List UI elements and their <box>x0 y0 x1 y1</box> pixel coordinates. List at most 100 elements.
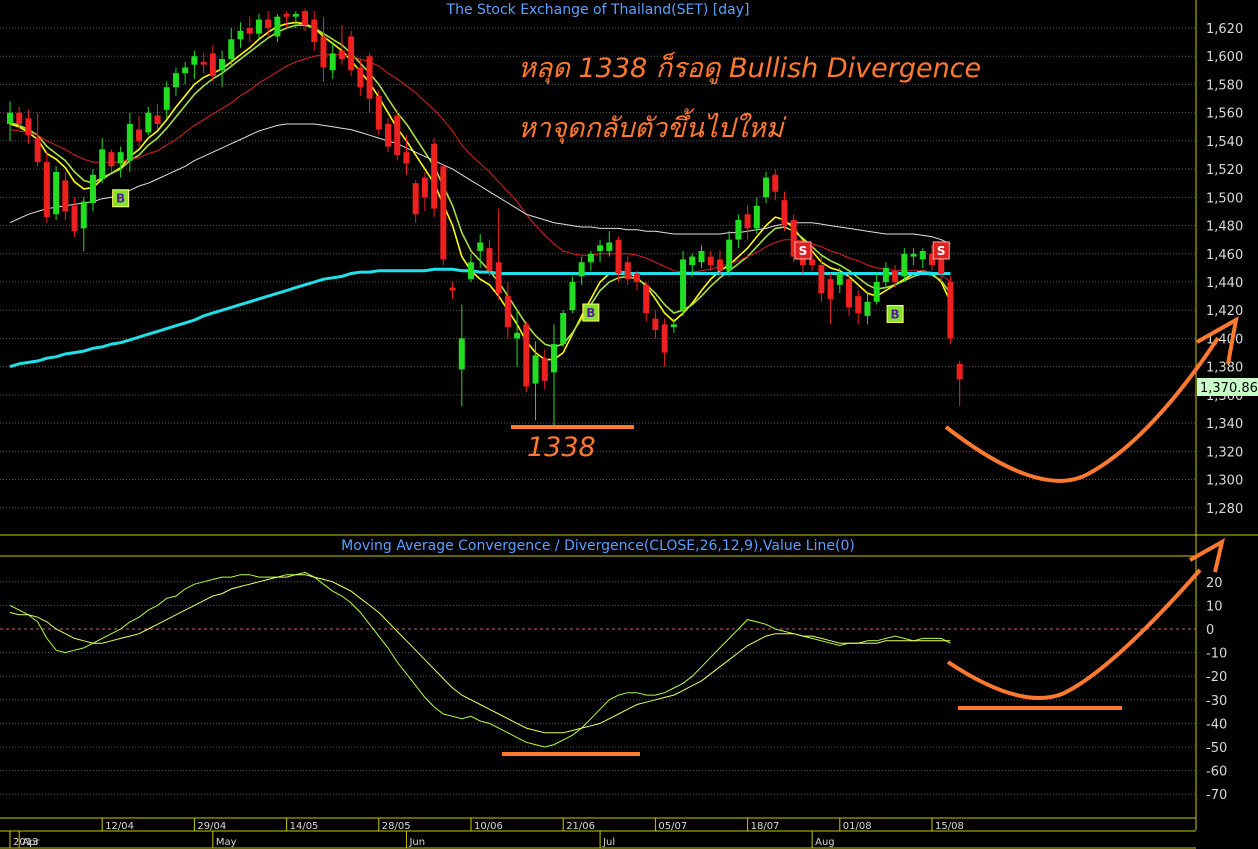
candle-body <box>827 279 834 299</box>
macd-tick-label: -60 <box>1206 765 1227 780</box>
price-tick-label: 1,320 <box>1206 445 1243 460</box>
candlesticks <box>7 8 963 426</box>
annotation-bullish-divergence: หลุด 1338 ก็รอดู Bullish Divergence <box>518 52 981 85</box>
month-label: Aug <box>815 837 835 848</box>
candle-body <box>209 53 216 76</box>
macd-grid <box>0 581 1196 795</box>
candle-body <box>375 95 382 130</box>
candle-body <box>781 200 788 226</box>
candle-body <box>246 28 253 34</box>
candle-body <box>283 13 290 17</box>
date-tick-label: 10/06 <box>474 821 503 832</box>
candle-body <box>919 250 926 260</box>
month-label: 2013 <box>13 837 38 848</box>
candle-body <box>145 112 152 133</box>
candle-body <box>357 67 364 88</box>
buy-signal-marker <box>112 189 130 208</box>
candle-body <box>633 273 640 282</box>
candle-body <box>16 112 23 124</box>
candle-body <box>182 67 189 74</box>
projected-price-curve <box>944 336 1220 483</box>
price-tick-label: 1,520 <box>1206 163 1243 178</box>
signal-label: B <box>891 307 900 321</box>
candle-body <box>698 250 705 263</box>
signal-label: S <box>937 244 946 258</box>
candle-body <box>237 30 244 40</box>
candle-body <box>25 118 32 136</box>
candle-body <box>163 87 170 110</box>
candle-body <box>154 115 161 124</box>
macd-tick-label: 20 <box>1206 576 1223 591</box>
candle-body <box>311 19 318 43</box>
candle-body <box>910 253 917 257</box>
signal-label: B <box>586 306 595 320</box>
candle-body <box>126 123 133 161</box>
candle-body <box>523 324 530 387</box>
price-tick-label: 1,600 <box>1206 50 1243 65</box>
candle-body <box>892 270 899 282</box>
macd-tick-label: -10 <box>1206 647 1227 662</box>
candle-body <box>615 239 622 274</box>
candle-body <box>108 152 115 167</box>
projected-macd-arrow <box>1189 538 1225 573</box>
date-tick-label: 18/07 <box>751 821 780 832</box>
candle-body <box>71 205 78 232</box>
candle-body <box>255 19 262 34</box>
candle-body <box>670 324 677 328</box>
candle-body <box>80 201 87 229</box>
date-tick-label: 15/08 <box>935 821 964 832</box>
price-tick-label: 1,300 <box>1206 474 1243 489</box>
candle-body <box>228 39 235 60</box>
candle-body <box>855 296 862 314</box>
price-tick-label: 1,500 <box>1206 191 1243 206</box>
candle-body <box>873 281 880 302</box>
candle-body <box>265 19 272 28</box>
macd-tick-label: -40 <box>1206 717 1227 732</box>
candle-body <box>680 259 687 311</box>
macd-chart-title: Moving Average Convergence / Divergence(… <box>341 538 855 554</box>
macd-axis-ticks: -70 -60 -50 -40 -30 -20 -10 0 10 20 <box>1206 576 1227 803</box>
price-chart-title: The Stock Exchange of Thailand(SET) [day… <box>446 2 750 18</box>
candle-body <box>338 50 345 60</box>
signal-markers: B B S B S <box>112 189 950 323</box>
candle-body <box>643 284 650 314</box>
candle-body <box>117 152 124 164</box>
date-tick-label: 28/05 <box>382 821 411 832</box>
price-tick-label: 1,440 <box>1206 276 1243 291</box>
candle-body <box>431 143 438 209</box>
candle-body <box>366 56 373 99</box>
macd-series <box>9 571 951 748</box>
price-tick-label: 1,340 <box>1206 417 1243 432</box>
candle-body <box>172 73 179 88</box>
projected-price-arrow <box>1196 316 1239 365</box>
candle-body <box>191 56 198 65</box>
candle-body <box>292 13 299 17</box>
signal-label: B <box>116 192 125 206</box>
candle-body <box>836 273 843 285</box>
date-tick-label: 05/07 <box>658 821 687 832</box>
date-tick-label: 21/06 <box>566 821 595 832</box>
candle-body <box>468 262 474 280</box>
buy-signal-marker <box>886 304 904 323</box>
candle-body <box>578 262 585 277</box>
support-label-1338: 1338 <box>527 432 596 463</box>
candle-body <box>606 242 613 251</box>
price-tick-label: 1,420 <box>1206 304 1243 319</box>
candle-body <box>219 59 226 71</box>
moving-average-line <box>9 267 951 369</box>
date-tick-label: 14/05 <box>290 821 319 832</box>
candle-body <box>587 253 594 263</box>
candle-body <box>532 355 539 384</box>
month-label: May <box>216 837 237 848</box>
candle-body <box>486 248 493 271</box>
candle-body <box>707 256 714 266</box>
signal-label: S <box>799 244 808 258</box>
macd-line <box>9 574 951 734</box>
macd-tick-label: -20 <box>1206 670 1227 685</box>
candle-body <box>541 358 548 381</box>
candle-body <box>62 180 69 212</box>
candle-body <box>772 174 779 192</box>
price-tick-label: 1,580 <box>1206 78 1243 93</box>
candle-body <box>34 138 41 163</box>
month-label: Apr <box>22 837 40 848</box>
